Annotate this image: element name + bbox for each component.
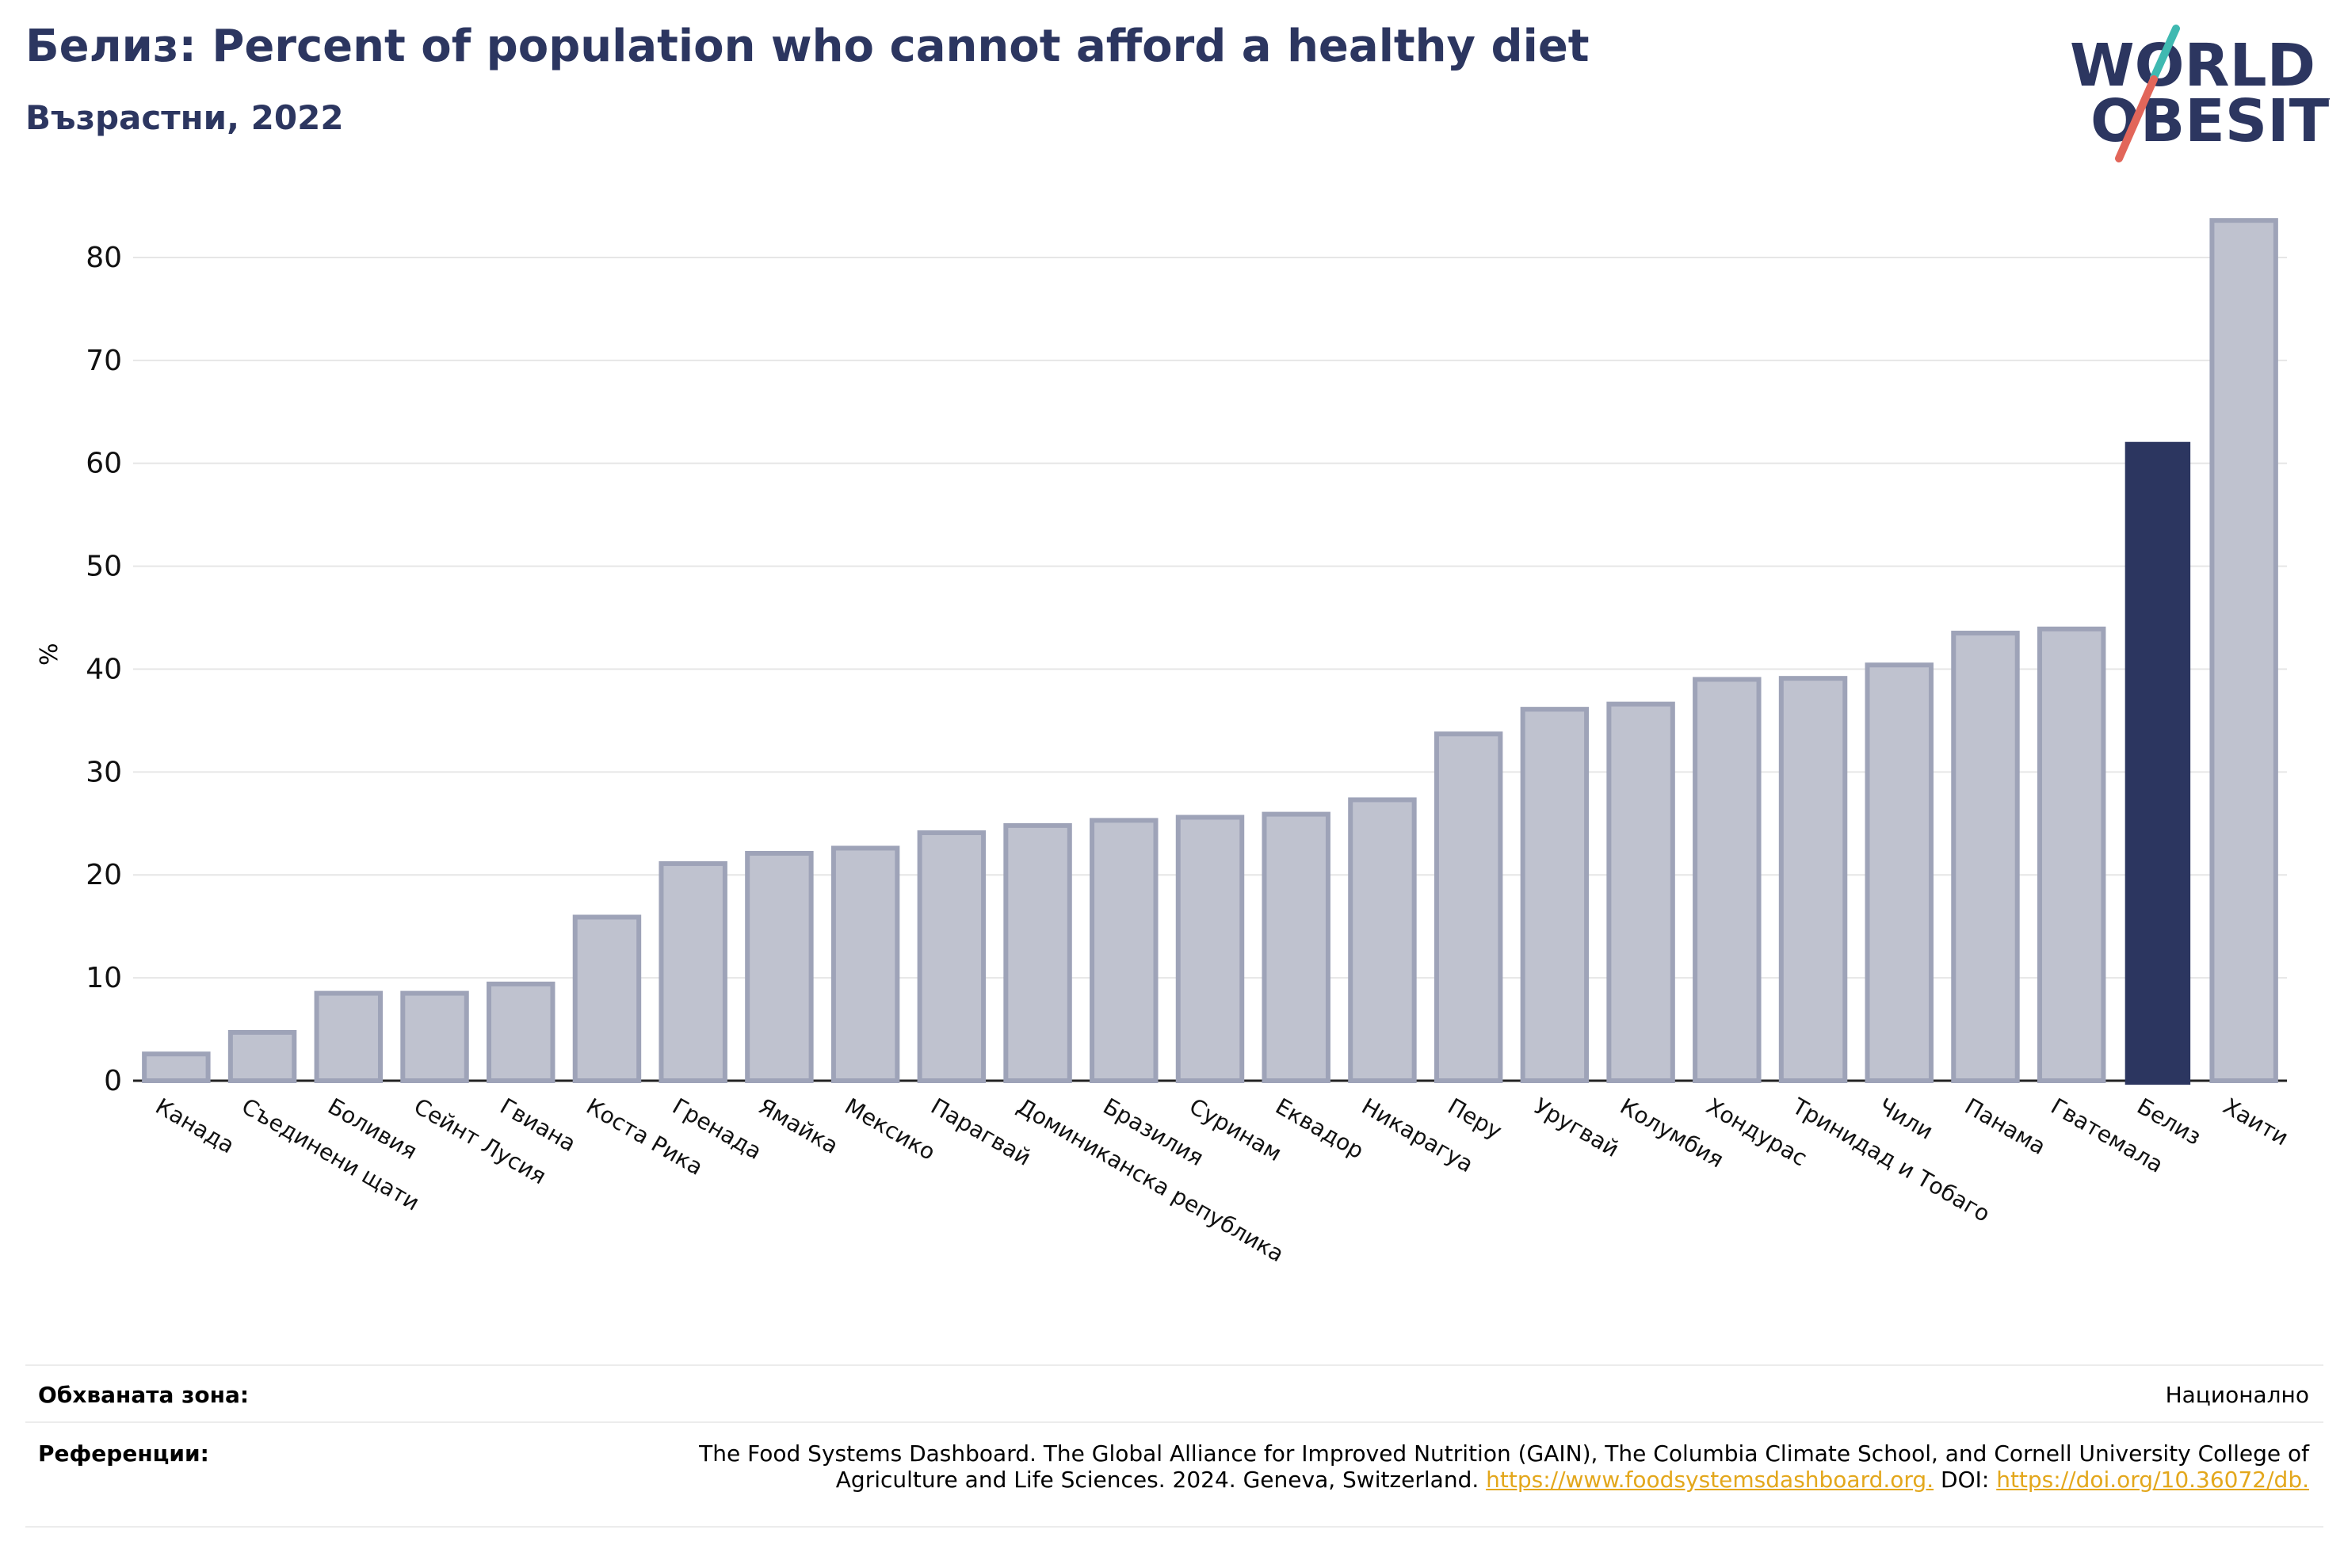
references-label: Референции: — [38, 1440, 209, 1467]
x-tick-label: Канада — [151, 1093, 239, 1158]
references-text: The Food Systems Dashboard. The Global A… — [645, 1440, 2309, 1493]
x-tick-label: Панама — [1960, 1093, 2050, 1160]
y-axis-ticks: 0 10 20 30 40 50 60 70 80 — [86, 242, 122, 1097]
bar — [1434, 731, 1503, 1083]
bar — [1262, 811, 1330, 1084]
bar — [745, 850, 814, 1083]
x-tick-label: Мексико — [840, 1093, 940, 1166]
bar — [1348, 797, 1417, 1084]
bar-highlighted — [2124, 441, 2191, 1085]
x-tick-label: Перу — [1443, 1093, 1506, 1144]
coverage-value: Национално — [2165, 1382, 2309, 1408]
bar — [1606, 701, 1675, 1084]
y-tick-label: 20 — [86, 859, 122, 891]
logo-slash-teal — [2150, 25, 2180, 82]
bar — [1951, 631, 2020, 1083]
y-tick-label: 0 — [104, 1065, 122, 1097]
references-body: The Food Systems Dashboard. The Global A… — [699, 1440, 2309, 1493]
bar — [1175, 815, 1245, 1084]
x-tick-label: Чили — [1874, 1093, 1937, 1144]
world-obesity-logo: WORLD OBESITY — [2070, 25, 2330, 162]
doi-link[interactable]: https://doi.org/10.36072/db. — [1996, 1467, 2309, 1493]
bar — [1520, 707, 1590, 1083]
footer-divider-top — [25, 1364, 2323, 1366]
y-tick-label: 60 — [86, 448, 122, 480]
x-tick-label: Ямайка — [754, 1093, 843, 1159]
bar — [227, 1029, 297, 1084]
coverage-label: Обхваната зона: — [38, 1382, 250, 1408]
x-tick-label: Еквадор — [1271, 1093, 1369, 1164]
dashboard-link[interactable]: https://www.foodsystemsdashboard.org. — [1486, 1467, 1934, 1493]
y-tick-label: 40 — [86, 653, 122, 685]
bar — [1778, 676, 1848, 1083]
y-axis-label: % — [36, 643, 63, 666]
logo-line2: OBESITY — [2090, 87, 2330, 155]
bar — [314, 990, 384, 1083]
y-tick-label: 30 — [86, 756, 122, 788]
bar — [487, 981, 555, 1084]
bar — [400, 990, 469, 1083]
logo-line1: WORLD — [2070, 32, 2315, 100]
bar — [659, 860, 727, 1083]
bar — [142, 1051, 211, 1084]
bar — [1865, 662, 1934, 1083]
chart-subtitle: Възрастни, 2022 — [25, 98, 344, 137]
footer-divider-bottom — [25, 1526, 2323, 1528]
y-tick-label: 80 — [86, 242, 122, 274]
bar — [572, 914, 642, 1083]
y-tick-label: 70 — [86, 345, 122, 377]
bars — [142, 218, 2278, 1085]
y-tick-label: 50 — [86, 551, 122, 583]
chart-title: Белиз: Percent of population who cannot … — [25, 21, 1590, 72]
references-doi: DOI: — [1934, 1467, 1997, 1493]
bar — [2037, 626, 2106, 1083]
y-tick-label: 10 — [86, 962, 122, 994]
x-tick-label: Хаити — [2219, 1093, 2293, 1150]
bar — [1090, 818, 1159, 1084]
bar — [1003, 822, 1072, 1083]
bar — [830, 845, 900, 1084]
bar — [2209, 218, 2278, 1084]
logo-slash-red — [2115, 75, 2158, 162]
x-tick-label: Уругвай — [1529, 1093, 1624, 1162]
footer-divider-middle — [25, 1421, 2323, 1423]
bar — [917, 830, 987, 1083]
bar — [1693, 677, 1762, 1083]
